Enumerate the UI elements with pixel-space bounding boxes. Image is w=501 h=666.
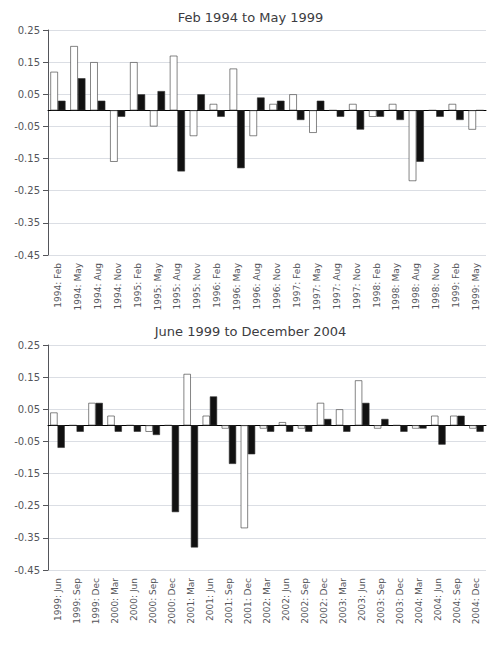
svg-text:2003: Mar: 2003: Mar [338, 578, 348, 624]
svg-text:1996: Nov: 1996: Nov [272, 262, 282, 309]
svg-text:1999: Sep: 1999: Sep [72, 578, 82, 624]
svg-text:1997: May: 1997: May [312, 262, 322, 310]
svg-text:1999: May: 1999: May [471, 262, 481, 310]
svg-text:June 1999 to December 2004: June 1999 to December 2004 [154, 324, 346, 339]
svg-text:-0.05: -0.05 [14, 436, 40, 447]
svg-text:-0.35: -0.35 [14, 217, 40, 228]
svg-text:1996: Feb: 1996: Feb [212, 263, 222, 308]
svg-text:0.15: 0.15 [18, 372, 40, 383]
svg-text:0.05: 0.05 [18, 404, 40, 415]
svg-text:2001: Jun: 2001: Jun [205, 578, 215, 621]
svg-text:1995: Feb: 1995: Feb [133, 263, 143, 308]
svg-text:1998: Aug: 1998: Aug [411, 263, 421, 309]
svg-text:0.25: 0.25 [18, 340, 40, 351]
svg-text:1994: Aug: 1994: Aug [93, 263, 103, 309]
svg-text:1998: Feb: 1998: Feb [372, 263, 382, 308]
svg-text:1994: Feb: 1994: Feb [53, 263, 63, 308]
svg-text:1994: May: 1994: May [73, 262, 83, 310]
svg-text:2001: Dec: 2001: Dec [243, 578, 253, 624]
svg-text:2002: Mar: 2002: Mar [262, 578, 272, 624]
svg-text:1995: May: 1995: May [153, 262, 163, 310]
svg-text:2002: Dec: 2002: Dec [319, 578, 329, 624]
svg-text:-0.35: -0.35 [14, 532, 40, 543]
svg-text:2000: Jun: 2000: Jun [129, 578, 139, 621]
svg-text:2003: Dec: 2003: Dec [395, 578, 405, 624]
svg-text:1996: May: 1996: May [232, 262, 242, 310]
svg-text:-0.25: -0.25 [14, 500, 40, 511]
svg-text:1999: Jun: 1999: Jun [53, 578, 63, 621]
svg-text:1995: Nov: 1995: Nov [192, 262, 202, 309]
svg-text:-0.05: -0.05 [14, 121, 40, 132]
svg-text:1998: Nov: 1998: Nov [431, 262, 441, 309]
svg-text:Feb 1994 to May 1999: Feb 1994 to May 1999 [178, 10, 324, 25]
svg-text:1995: Aug: 1995: Aug [172, 263, 182, 309]
svg-text:2001: Sep: 2001: Sep [224, 578, 234, 624]
svg-text:2004: Jun: 2004: Jun [433, 578, 443, 621]
svg-text:2000: Mar: 2000: Mar [110, 578, 120, 624]
svg-text:2004: Mar: 2004: Mar [414, 578, 424, 624]
svg-text:0.05: 0.05 [18, 89, 40, 100]
svg-text:0.25: 0.25 [18, 25, 40, 36]
svg-text:-0.25: -0.25 [14, 185, 40, 196]
svg-text:1998: May: 1998: May [391, 262, 401, 310]
svg-text:1997: Nov: 1997: Nov [352, 262, 362, 309]
svg-text:1999: Dec: 1999: Dec [91, 578, 101, 624]
svg-text:2000: Dec: 2000: Dec [167, 578, 177, 624]
svg-text:-0.45: -0.45 [14, 565, 40, 576]
svg-text:2002: Sep: 2002: Sep [300, 578, 310, 624]
svg-text:2004: Dec: 2004: Dec [471, 578, 481, 624]
svg-text:1997: Feb: 1997: Feb [292, 263, 302, 308]
svg-text:-0.45: -0.45 [14, 250, 40, 261]
svg-text:2004: Sep: 2004: Sep [452, 578, 462, 624]
svg-text:-0.15: -0.15 [14, 468, 40, 479]
svg-text:2001: Mar: 2001: Mar [186, 578, 196, 624]
svg-text:1994: Nov: 1994: Nov [113, 262, 123, 309]
svg-text:2003: Jun: 2003: Jun [357, 578, 367, 621]
svg-text:2000: Sep: 2000: Sep [148, 578, 158, 624]
svg-text:2003: Sep: 2003: Sep [376, 578, 386, 624]
svg-text:-0.15: -0.15 [14, 153, 40, 164]
svg-text:2002: Jun: 2002: Jun [281, 578, 291, 621]
svg-text:1996: Aug: 1996: Aug [252, 263, 262, 309]
svg-text:1999: Feb: 1999: Feb [451, 263, 461, 308]
svg-text:0.15: 0.15 [18, 57, 40, 68]
svg-text:1997: Aug: 1997: Aug [332, 263, 342, 309]
